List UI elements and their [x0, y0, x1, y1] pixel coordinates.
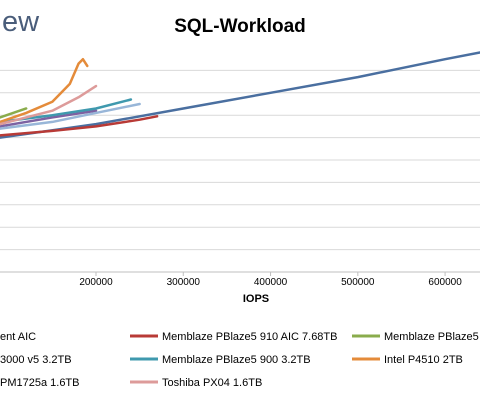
legend-item: Memblaze PBlaze5 900 3.2TB	[162, 354, 311, 366]
x-tick-label: 400000	[254, 277, 288, 288]
chart-title: SQL-Workload	[174, 16, 306, 37]
legend-item: Memblaze PBlaze5 910 AIC 7.68TB	[162, 331, 337, 343]
x-tick-label: 500000	[341, 277, 375, 288]
x-axis-label: IOPS	[243, 293, 269, 305]
x-axis: 200000 300000 400000 500000 600000	[79, 272, 462, 288]
legend-item: Memblaze PBlaze5	[384, 331, 479, 343]
x-tick-label: 600000	[428, 277, 462, 288]
x-tick-label: 200000	[79, 277, 113, 288]
series-line-8	[0, 84, 98, 126]
legend: ent AIC Memblaze PBlaze5 910 AIC 7.68TB Me…	[0, 331, 479, 389]
legend-item: Intel P4510 2TB	[384, 354, 463, 366]
series-line-7	[0, 102, 141, 130]
legend-item: ent AIC	[0, 331, 36, 343]
series-line-3	[0, 107, 28, 119]
brand-fragment: ew	[2, 6, 40, 38]
series-line-6	[0, 57, 89, 124]
x-tick-label: 300000	[167, 277, 201, 288]
legend-item: 3000 v5 3.2TB	[0, 354, 72, 366]
series-line-2	[0, 115, 159, 137]
legend-item: PM1725a 1.6TB	[0, 377, 80, 389]
legend-item: Toshiba PX04 1.6TB	[162, 377, 262, 389]
series-line-1	[0, 51, 480, 139]
series-line-4	[0, 109, 98, 128]
series-layer	[0, 51, 480, 139]
